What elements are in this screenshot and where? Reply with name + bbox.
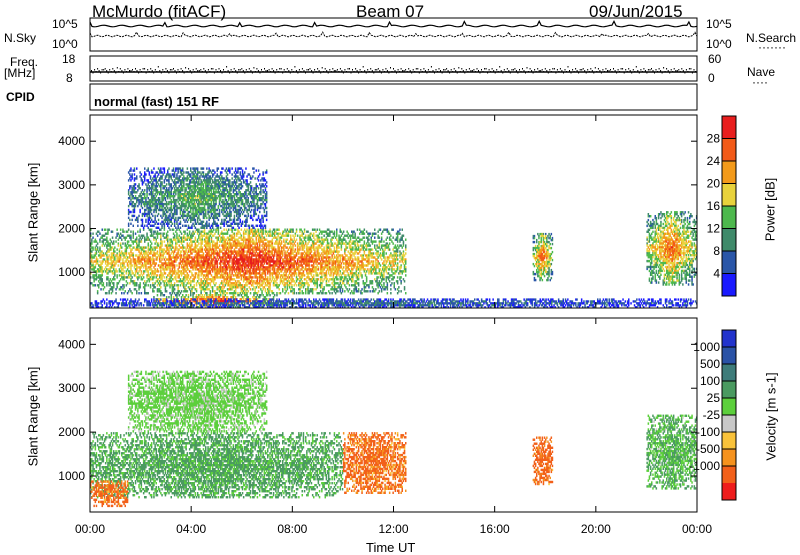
velocity-colorbar-swatch xyxy=(722,398,736,416)
power-colorbar-swatch xyxy=(722,274,736,297)
x-tick-label: 00:00 xyxy=(682,522,712,536)
x-tick-label: 08:00 xyxy=(277,522,307,536)
power-colorbar-tick-label: 20 xyxy=(707,177,721,191)
power-colorbar-swatch xyxy=(722,184,736,207)
velocity-ytick-label: 3000 xyxy=(58,381,85,395)
x-axis-label: Time UT xyxy=(366,541,415,554)
cpid-panel-frame xyxy=(90,84,697,110)
power-echo-region-4 xyxy=(646,211,697,286)
velocity-colorbar-swatch xyxy=(722,347,736,365)
velocity-colorbar-swatch xyxy=(722,432,736,450)
velocity-echo-region-5 xyxy=(646,415,697,490)
velocity-colorbar-swatch xyxy=(722,330,736,348)
velocity-colorbar-tick-label: -100 xyxy=(696,425,720,439)
power-colorbar-tick-label: 4 xyxy=(713,267,720,281)
power-colorbar-swatch xyxy=(722,139,736,162)
power-colorbar-swatch xyxy=(722,229,736,252)
velocity-colorbar-swatch xyxy=(722,415,736,433)
x-tick-label: 16:00 xyxy=(480,522,510,536)
power-ylabel: Slant Range [km] xyxy=(27,158,40,268)
velocity-ytick-label: 4000 xyxy=(58,337,85,351)
power-echo-region-2 xyxy=(128,167,268,229)
power-colorbar-swatch xyxy=(722,251,736,274)
power-echo-region-3 xyxy=(533,233,554,281)
power-colorbar-tick-label: 12 xyxy=(707,222,721,236)
power-colorbar-swatch xyxy=(722,206,736,229)
velocity-colorbar-tick-label: -500 xyxy=(696,442,720,456)
velocity-echo-region-4 xyxy=(533,437,554,486)
power-ytick-label: 3000 xyxy=(58,178,85,192)
summary-plot: 1000 2000 3000 4000 1000 2000 3000 4000 00:00 04:… xyxy=(0,0,800,554)
power-ytick-label: 4000 xyxy=(58,134,85,148)
x-tick-label: 20:00 xyxy=(581,522,611,536)
power-colorbar-tick-label: 8 xyxy=(713,244,720,258)
power-colorbar-tick-label: 24 xyxy=(707,154,721,168)
velocity-colorbar-tick-label: 100 xyxy=(700,374,720,388)
velocity-ytick-label: 2000 xyxy=(58,425,85,439)
power-colorbar-label: Power [dB] xyxy=(764,170,777,250)
velocity-echo-region-1 xyxy=(343,432,407,494)
velocity-colorbar-tick-label: 500 xyxy=(700,357,720,371)
power-colorbar-swatch xyxy=(722,116,736,139)
velocity-colorbar-swatch xyxy=(722,466,736,484)
power-colorbar-swatch xyxy=(722,161,736,184)
velocity-colorbar-swatch xyxy=(722,483,736,501)
velocity-colorbar-tick-label: -25 xyxy=(703,408,721,422)
noise-search-trace xyxy=(90,32,697,37)
x-tick-label: 12:00 xyxy=(378,522,408,536)
noise-panel-frame xyxy=(90,18,697,51)
velocity-echo-region-0 xyxy=(90,432,343,498)
velocity-colorbar-label: Velocity [m s-1] xyxy=(765,362,778,472)
power-colorbar-tick-label: 16 xyxy=(707,199,721,213)
velocity-ytick-label: 1000 xyxy=(58,469,85,483)
velocity-colorbar-swatch xyxy=(722,381,736,399)
velocity-ylabel: Slant Range [km] xyxy=(27,362,40,472)
power-echo-region-0 xyxy=(90,229,407,295)
velocity-colorbar-tick-label: -1000 xyxy=(689,459,720,473)
velocity-colorbar-swatch xyxy=(722,364,736,382)
velocity-colorbar-tick-label: 1000 xyxy=(693,340,720,354)
power-colorbar-tick-label: 28 xyxy=(707,132,721,146)
velocity-echo-region-3 xyxy=(128,371,268,433)
x-tick-label: 00:00 xyxy=(75,522,105,536)
power-ytick-label: 2000 xyxy=(58,222,85,236)
velocity-colorbar-tick-label: 25 xyxy=(707,391,721,405)
power-ytick-label: 1000 xyxy=(58,265,85,279)
velocity-colorbar-swatch xyxy=(722,449,736,467)
noise-sky-trace xyxy=(90,21,697,27)
x-tick-label: 04:00 xyxy=(176,522,206,536)
